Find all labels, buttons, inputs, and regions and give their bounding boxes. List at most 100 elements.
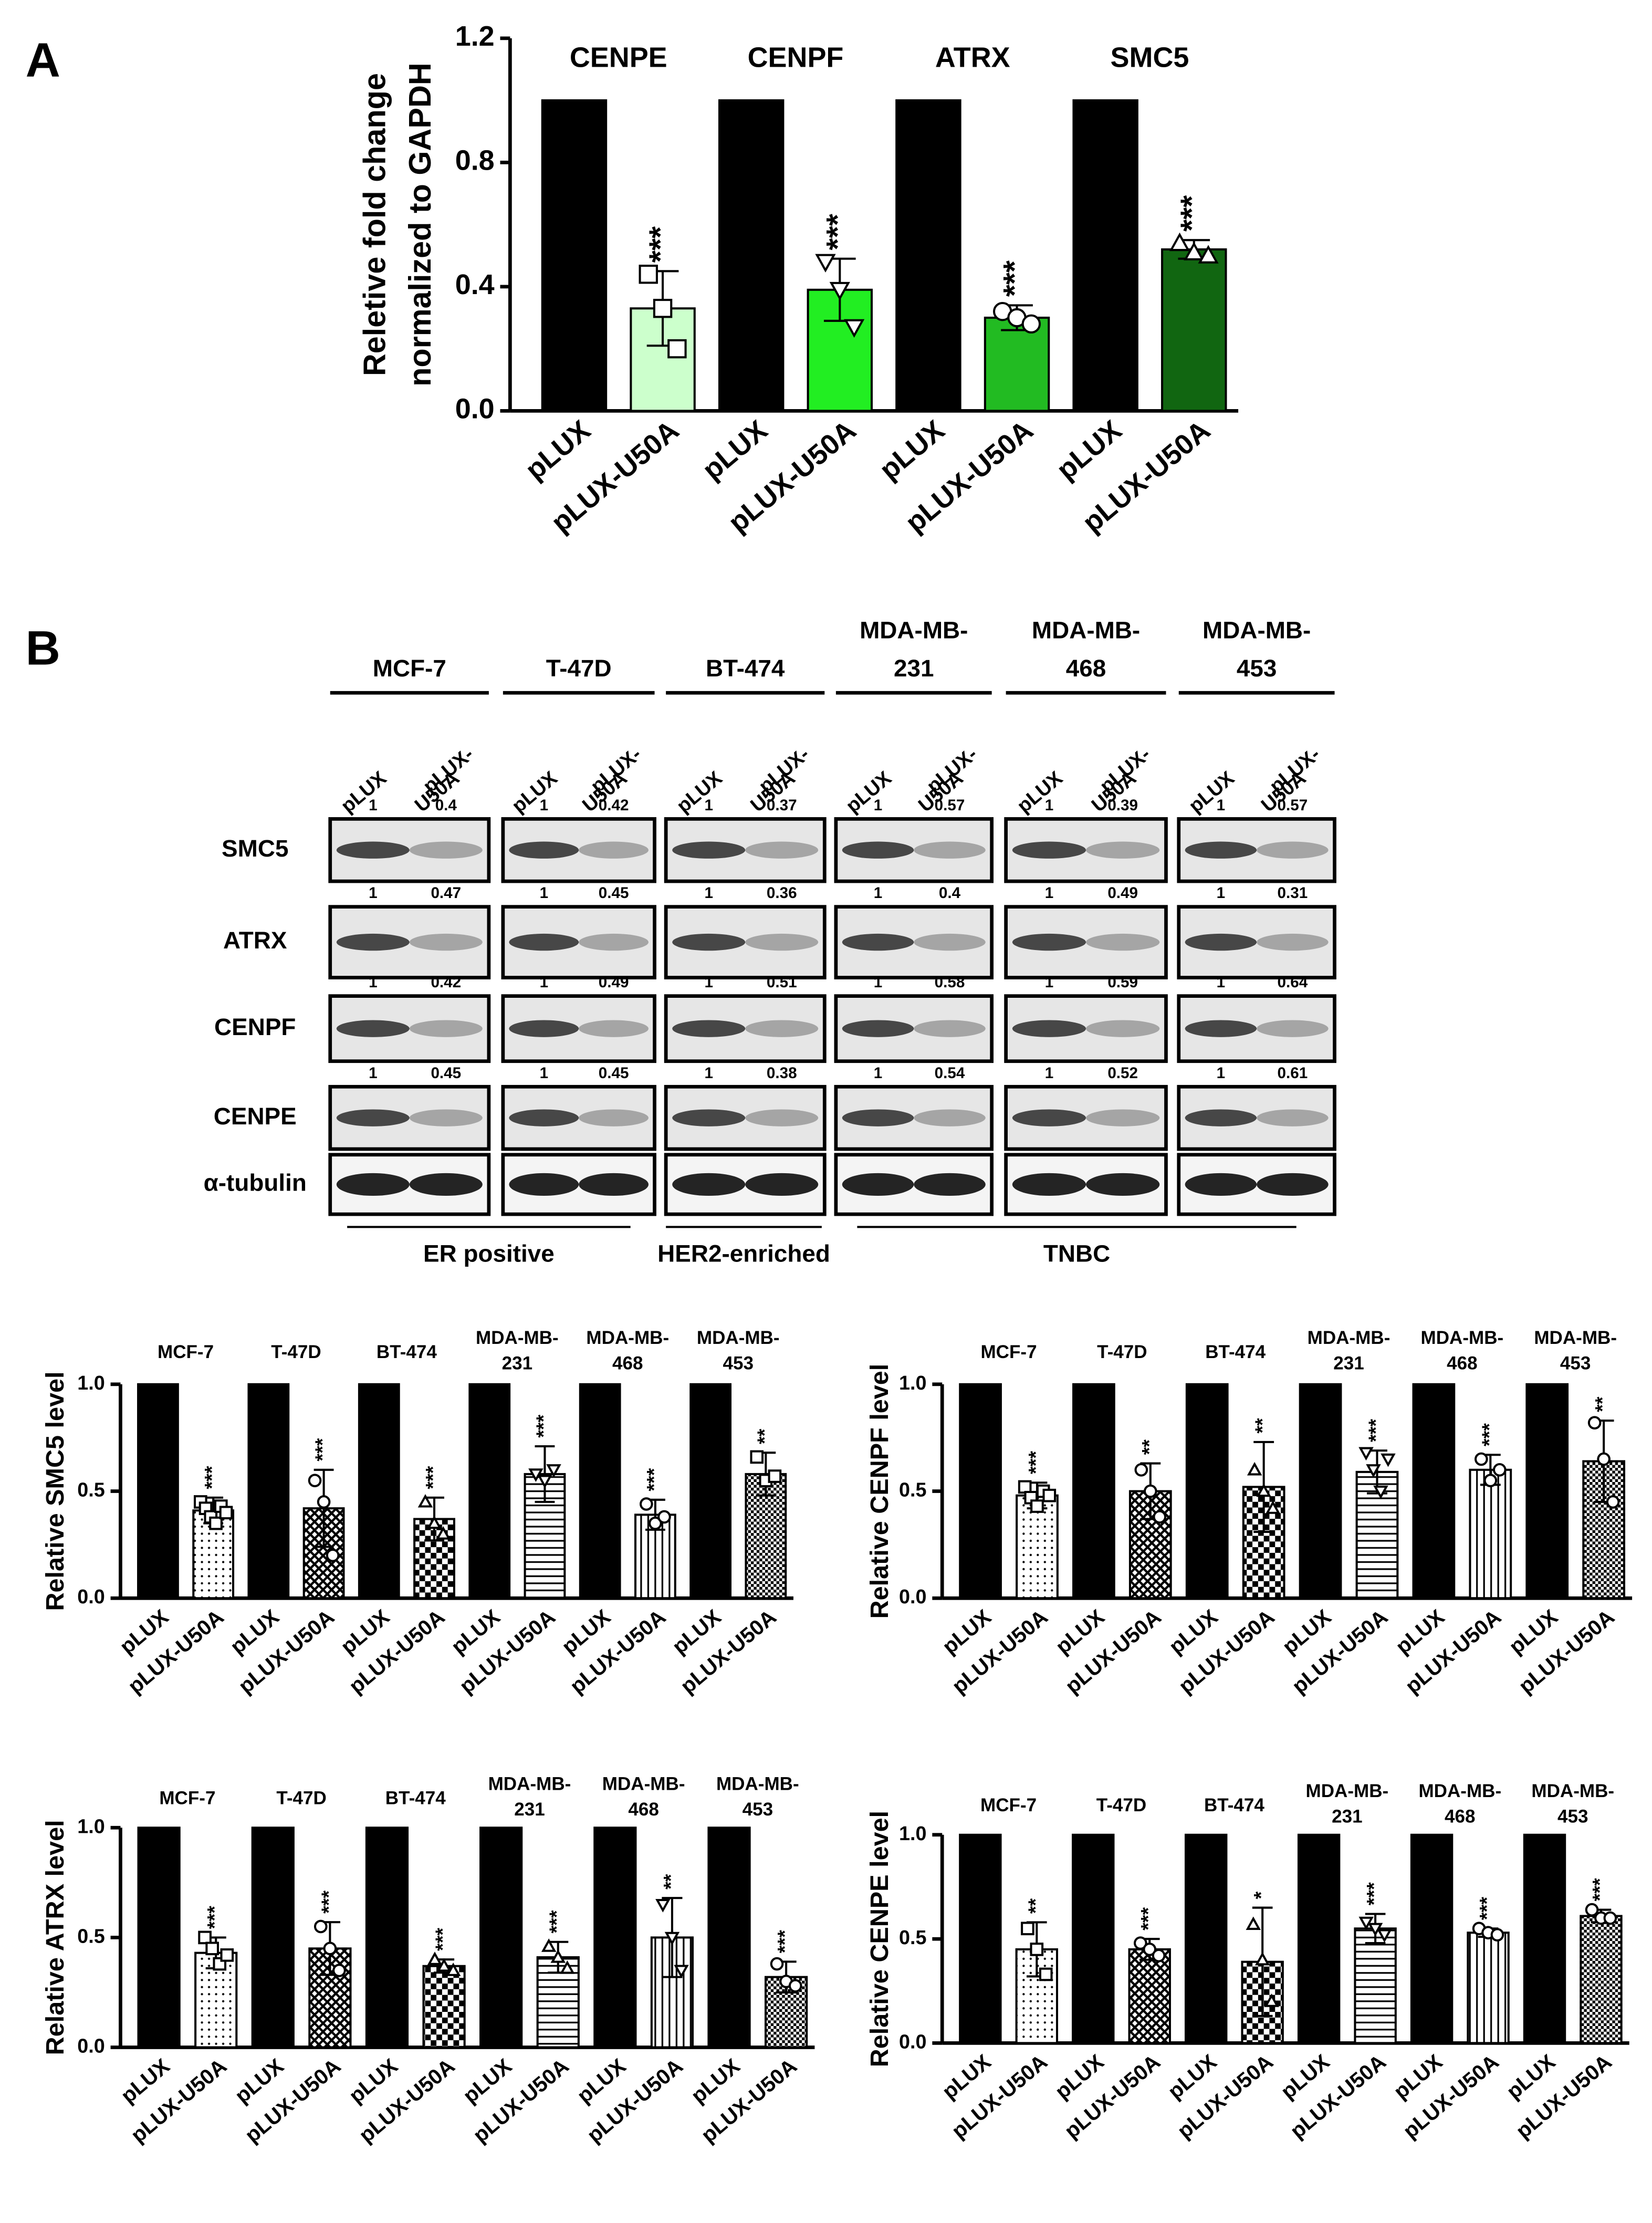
band bbox=[842, 1173, 914, 1196]
band-ratio: 1 bbox=[1217, 884, 1226, 902]
band bbox=[914, 841, 986, 859]
y-axis-label: Relative CENPE level bbox=[865, 1811, 894, 2067]
y-tick-label: 1.0 bbox=[899, 1372, 927, 1394]
data-point bbox=[1373, 1485, 1388, 1499]
data-point bbox=[1184, 242, 1205, 260]
y-tick-label: 0.5 bbox=[899, 1479, 927, 1501]
group-label: T-47D bbox=[276, 1788, 326, 1809]
data-point bbox=[541, 1938, 557, 1952]
data-point bbox=[546, 1464, 561, 1478]
group-label: MDA-MB- bbox=[1418, 1781, 1501, 1801]
band bbox=[336, 1020, 410, 1037]
group-label: BT-474 bbox=[1205, 1342, 1266, 1362]
band-ratio: 0.52 bbox=[1107, 1064, 1138, 1082]
band-ratio: 1 bbox=[704, 797, 713, 814]
band bbox=[579, 1173, 649, 1196]
bar bbox=[479, 1827, 523, 2049]
band bbox=[914, 933, 986, 951]
bar bbox=[1299, 1383, 1342, 1600]
data-point bbox=[1144, 1484, 1157, 1498]
band bbox=[842, 933, 914, 951]
band bbox=[1086, 1173, 1160, 1196]
bar bbox=[1580, 1915, 1623, 2044]
band bbox=[509, 1173, 579, 1196]
band bbox=[842, 1109, 914, 1126]
data-point bbox=[1585, 1903, 1599, 1917]
data-point bbox=[1039, 1967, 1053, 1981]
data-point bbox=[219, 1506, 233, 1520]
bar bbox=[365, 1827, 409, 2049]
data-point bbox=[1042, 1488, 1057, 1502]
bar bbox=[1469, 1468, 1512, 1600]
band bbox=[336, 1173, 410, 1196]
lane-label: pLUX bbox=[842, 767, 896, 818]
band-ratio: 1 bbox=[369, 797, 378, 814]
band-ratio: 1 bbox=[874, 884, 882, 902]
group-label: BT-474 bbox=[377, 1342, 437, 1362]
bar bbox=[1410, 1833, 1454, 2044]
band bbox=[745, 1173, 819, 1196]
band bbox=[1185, 841, 1257, 859]
significance: *** bbox=[1137, 1907, 1159, 1930]
group-label: SMC5 bbox=[1111, 42, 1189, 74]
data-point bbox=[1358, 1447, 1374, 1461]
group-label: 453 bbox=[1560, 1353, 1591, 1373]
group-label: MDA-MB- bbox=[476, 1328, 559, 1348]
band bbox=[1185, 1020, 1257, 1037]
bar bbox=[984, 316, 1050, 412]
band bbox=[509, 1109, 579, 1126]
y-tick-label: 0.5 bbox=[899, 1927, 927, 1949]
bar bbox=[895, 99, 961, 412]
protein-label: CENPE bbox=[214, 1102, 297, 1130]
band-ratio: 1 bbox=[874, 974, 882, 991]
subtype-label: ER positive bbox=[423, 1239, 555, 1267]
y-tick-label: 0.0 bbox=[455, 393, 495, 425]
band bbox=[1257, 841, 1329, 859]
group-label: 453 bbox=[743, 1799, 773, 1820]
data-point bbox=[1381, 1453, 1396, 1467]
group-label: 468 bbox=[612, 1353, 643, 1373]
band bbox=[745, 933, 819, 951]
significance: * bbox=[1250, 1891, 1272, 1899]
y-axis-label: normalized to GAPDH bbox=[402, 62, 437, 387]
bar bbox=[1128, 1948, 1171, 2044]
data-point bbox=[426, 1515, 442, 1529]
bar bbox=[1184, 1833, 1228, 2044]
data-point bbox=[1030, 1943, 1044, 1956]
band-ratio: 1 bbox=[1045, 797, 1054, 814]
group-label: MDA-MB- bbox=[488, 1774, 571, 1794]
data-point bbox=[768, 1469, 782, 1483]
data-point bbox=[1198, 245, 1219, 264]
data-point bbox=[667, 339, 687, 359]
group-label: MCF-7 bbox=[158, 1342, 214, 1362]
band-ratio: 0.57 bbox=[1278, 797, 1308, 814]
data-point bbox=[1152, 1948, 1166, 1963]
y-tick-label: 1.0 bbox=[899, 1823, 927, 1845]
data-point bbox=[205, 1942, 219, 1956]
data-point bbox=[649, 1516, 662, 1530]
significance: *** bbox=[1478, 1423, 1500, 1446]
data-point bbox=[1169, 232, 1190, 252]
x-tick-label: pLUX bbox=[874, 414, 950, 486]
group-label: T-47D bbox=[1096, 1795, 1146, 1815]
data-point bbox=[1134, 1463, 1148, 1477]
data-point bbox=[674, 1965, 689, 1979]
band-ratio: 0.45 bbox=[599, 1064, 629, 1082]
data-point bbox=[1021, 314, 1041, 334]
band bbox=[745, 841, 819, 859]
band-ratio: 1 bbox=[540, 797, 549, 814]
significance: *** bbox=[1365, 1419, 1387, 1442]
data-point bbox=[815, 254, 836, 273]
band bbox=[1086, 1109, 1160, 1126]
data-point bbox=[1153, 1510, 1167, 1524]
bar bbox=[1072, 99, 1138, 412]
data-point bbox=[1143, 1943, 1157, 1956]
band bbox=[336, 841, 410, 859]
band bbox=[672, 1173, 746, 1196]
bar bbox=[422, 1965, 466, 2049]
band bbox=[409, 933, 483, 951]
data-point bbox=[1483, 1474, 1498, 1487]
cell-line-label: 453 bbox=[1237, 654, 1277, 682]
data-point bbox=[655, 1898, 671, 1913]
